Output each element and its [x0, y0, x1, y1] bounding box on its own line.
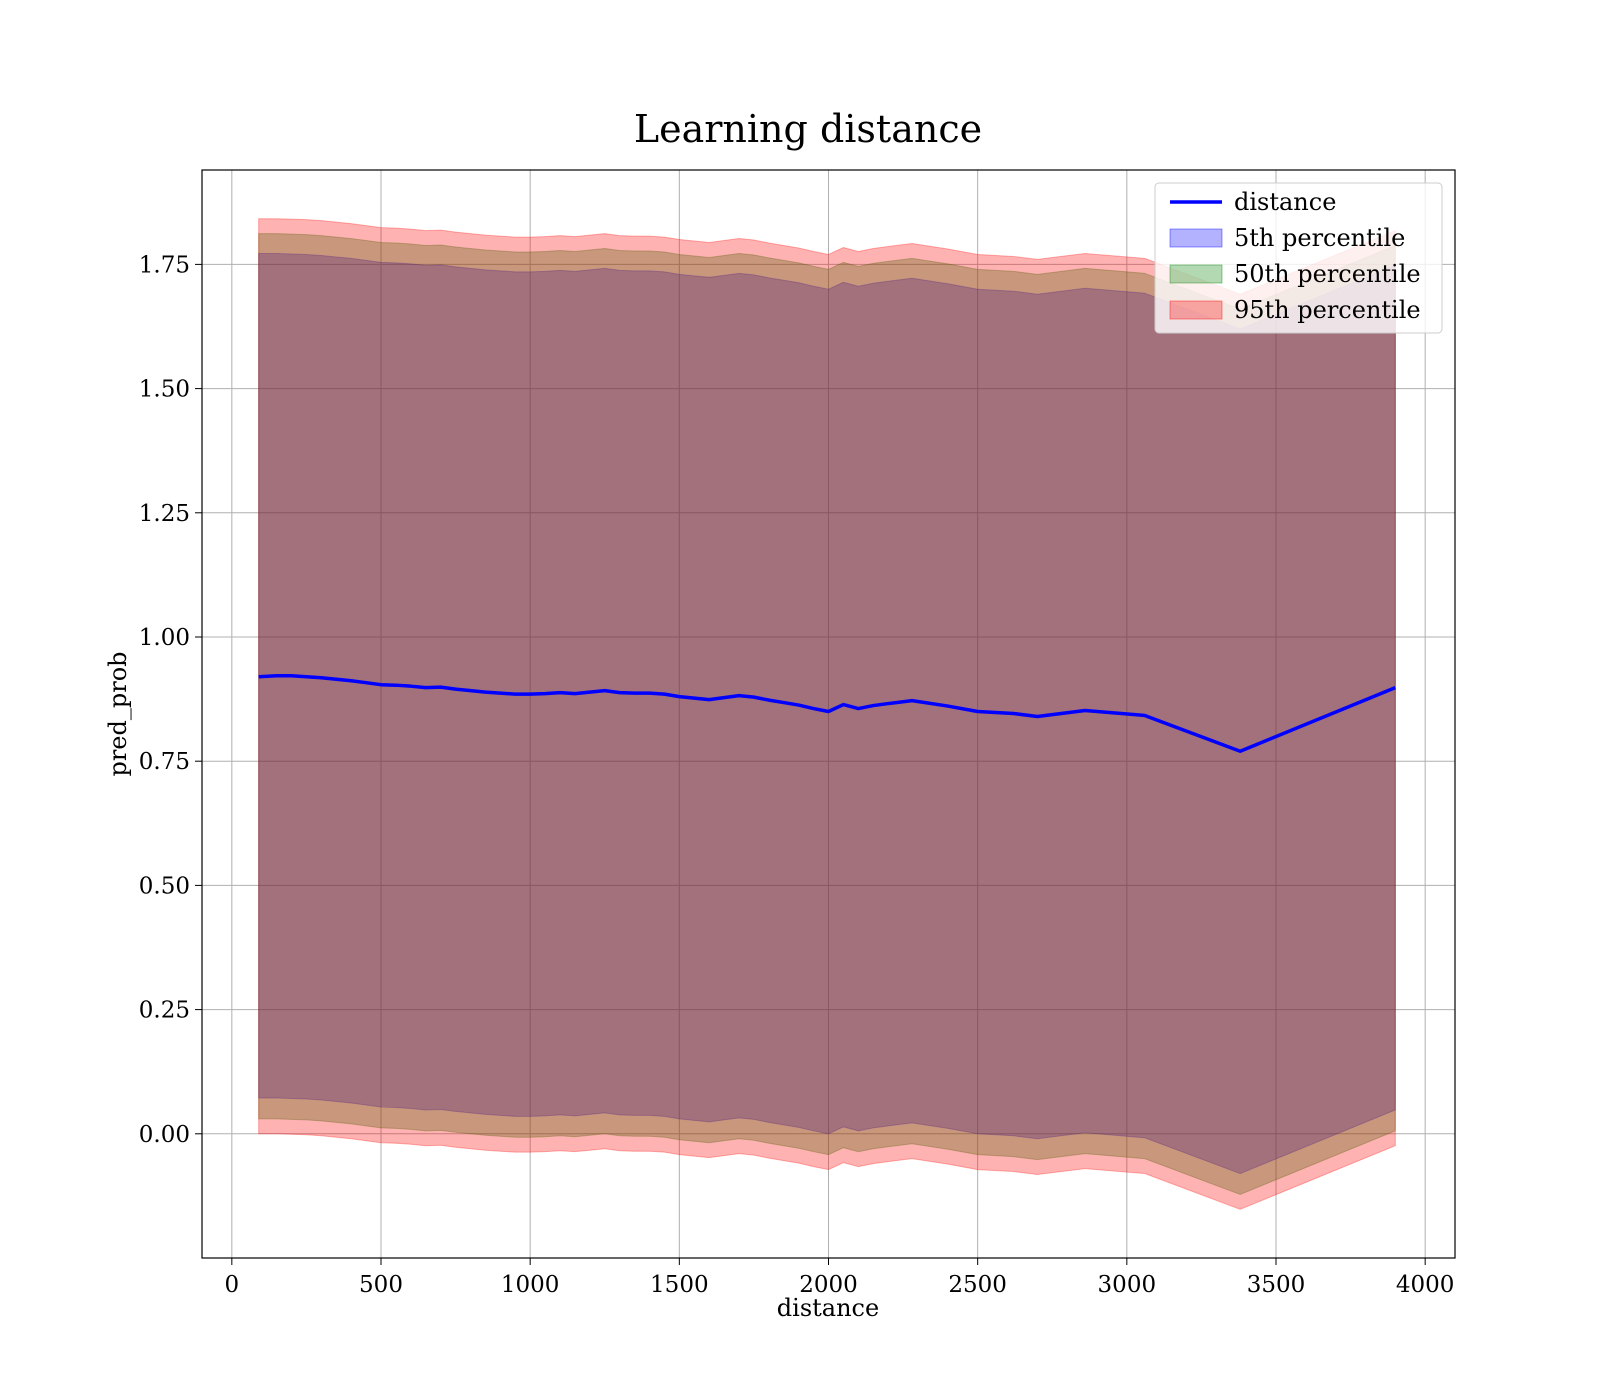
- x-tick-label: 0: [225, 1272, 240, 1298]
- x-tick-label: 1500: [650, 1272, 709, 1298]
- band-3: [258, 218, 1396, 1210]
- x-axis-label: distance: [777, 1294, 879, 1322]
- y-tick-label: 1.50: [139, 377, 190, 403]
- x-tick-label: 2000: [799, 1272, 858, 1298]
- y-tick-label: 0.50: [139, 873, 190, 899]
- legend-label: 5th percentile: [1234, 224, 1405, 252]
- x-tick-label: 3500: [1247, 1272, 1306, 1298]
- x-tick-label: 500: [359, 1272, 403, 1298]
- y-tick-label: 0.25: [139, 998, 190, 1024]
- y-tick-label: 0.00: [139, 1122, 190, 1148]
- percentile-bands: [258, 218, 1396, 1210]
- legend-label: distance: [1234, 188, 1336, 216]
- legend: distance 5th percentile 50th percentile 95t…: [1154, 182, 1443, 334]
- band-1: [258, 252, 1396, 1175]
- legend-label: 95th percentile: [1234, 296, 1421, 324]
- series-lines: [258, 674, 1396, 754]
- x-tick-label: 2500: [948, 1272, 1007, 1298]
- band-2: [258, 233, 1396, 1195]
- y-tick-label: 1.25: [139, 501, 190, 527]
- line-0: [258, 674, 1396, 754]
- legend-band-swatch: [1169, 228, 1223, 248]
- legend-band-swatch: [1169, 264, 1223, 284]
- y-axis-ticks: 0.00 0.25 0.50 0.75 1.00 1.25 1.50 1.75: [139, 252, 202, 1148]
- legend-label: 50th percentile: [1234, 260, 1421, 288]
- x-tick-label: 3000: [1098, 1272, 1157, 1298]
- y-tick-label: 0.75: [139, 749, 190, 775]
- x-tick-label: 4000: [1396, 1272, 1455, 1298]
- y-tick-label: 1.00: [139, 625, 190, 651]
- legend-box: [1154, 182, 1443, 334]
- x-axis-ticks: 0 500 1000 1500 2000 2500 3000 3500 4000: [225, 1258, 1455, 1298]
- y-tick-label: 1.75: [139, 252, 190, 278]
- y-axis-label: pred_prob: [104, 651, 132, 776]
- chart-title: Learning distance: [634, 107, 982, 151]
- legend-band-swatch: [1169, 300, 1223, 320]
- x-tick-label: 1000: [501, 1272, 560, 1298]
